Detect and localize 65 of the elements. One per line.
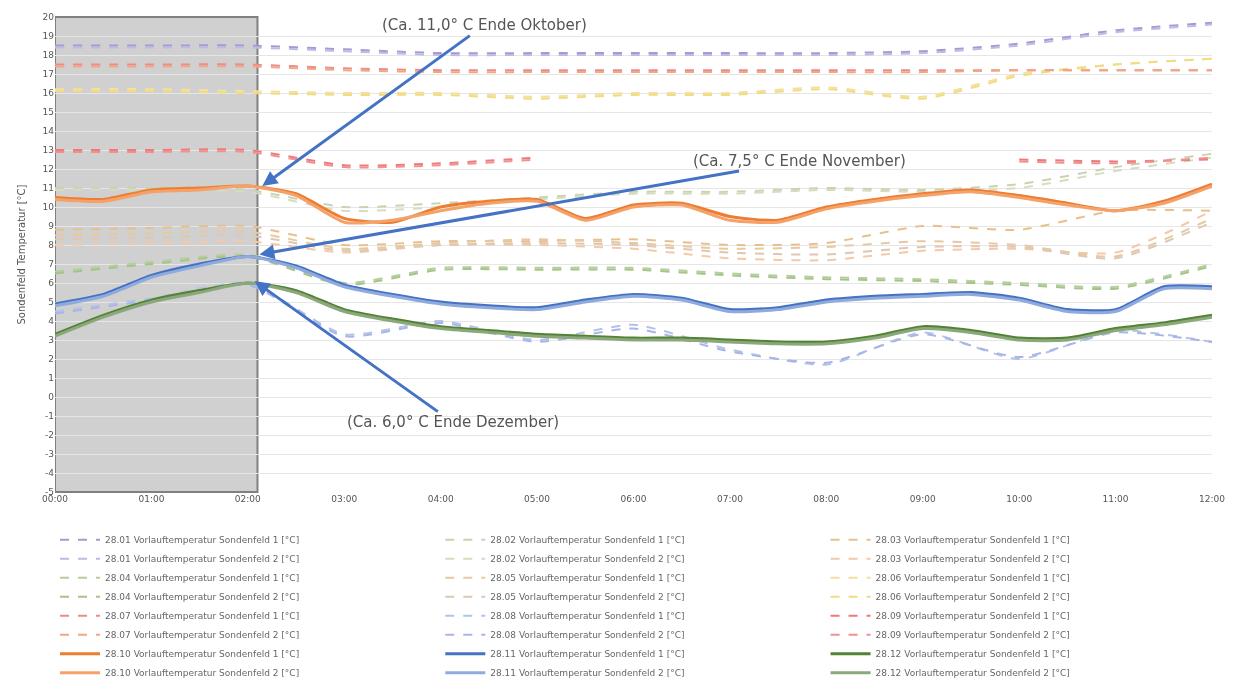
legend-label: 28.12 Vorlauftemperatur Sondenfeld 2 [°C] xyxy=(875,668,1070,679)
y-tick-label: -1 xyxy=(45,411,54,422)
y-tick-label: 7 xyxy=(48,259,54,270)
legend-label: 28.05 Vorlauftemperatur Sondenfeld 1 [°C] xyxy=(490,573,685,584)
legend-label: 28.06 Vorlauftemperatur Sondenfeld 2 [°C] xyxy=(875,592,1070,603)
legend-label: 28.02 Vorlauftemperatur Sondenfeld 1 [°C] xyxy=(490,535,685,546)
y-axis-title: Sondenfeld Temperatur [°C] xyxy=(15,184,27,325)
legend-label: 28.07 Vorlauftemperatur Sondenfeld 2 [°C] xyxy=(105,630,300,641)
legend-label: 28.04 Vorlauftemperatur Sondenfeld 1 [°C] xyxy=(105,573,300,584)
legend-label: 28.09 Vorlauftemperatur Sondenfeld 2 [°C] xyxy=(875,630,1070,641)
x-tick-label: 07:00 xyxy=(716,494,744,504)
legend-label: 28.03 Vorlauftemperatur Sondenfeld 2 [°C] xyxy=(875,554,1070,565)
x-tick-label: 09:00 xyxy=(909,494,936,504)
annotation: (Ca. 6,0° C Ende Dezember) xyxy=(347,413,560,431)
legend-label: 28.02 Vorlauftemperatur Sondenfeld 2 [°C] xyxy=(490,554,685,565)
annotation: (Ca. 7,5° C Ende November) xyxy=(693,152,906,170)
y-tick-label: 17 xyxy=(42,69,54,80)
y-tick-label: 8 xyxy=(48,240,55,251)
legend-label: 28.10 Vorlauftemperatur Sondenfeld 2 [°C] xyxy=(105,668,300,679)
x-tick-label: 03:00 xyxy=(331,494,358,504)
legend-label: 28.06 Vorlauftemperatur Sondenfeld 1 [°C] xyxy=(875,573,1070,584)
legend-label: 28.08 Vorlauftemperatur Sondenfeld 2 [°C] xyxy=(490,630,685,641)
x-tick-label: 01:00 xyxy=(138,494,165,504)
y-tick-label: 0 xyxy=(48,392,55,403)
x-tick-label: 06:00 xyxy=(620,494,647,504)
y-tick-label: 6 xyxy=(48,278,55,289)
y-tick-label: -3 xyxy=(45,449,54,460)
x-tick-label: 02:00 xyxy=(234,494,262,504)
annotation: (Ca. 11,0° C Ende Oktober) xyxy=(382,16,587,34)
y-tick-label: -2 xyxy=(45,430,54,441)
y-tick-label: -4 xyxy=(45,468,55,479)
x-tick-label: 12:00 xyxy=(1199,494,1226,504)
x-tick-label: 04:00 xyxy=(427,494,454,504)
legend-label: 28.05 Vorlauftemperatur Sondenfeld 2 [°C] xyxy=(490,592,685,603)
y-tick-label: 2 xyxy=(48,354,54,365)
y-tick-label: 4 xyxy=(48,316,55,327)
y-tick-label: 3 xyxy=(48,335,54,346)
legend-label: 28.01 Vorlauftemperatur Sondenfeld 2 [°C] xyxy=(105,554,300,565)
legend-label: 28.07 Vorlauftemperatur Sondenfeld 1 [°C] xyxy=(105,611,300,622)
legend-label: 28.08 Vorlauftemperatur Sondenfeld 1 [°C] xyxy=(490,611,685,622)
legend-label: 28.04 Vorlauftemperatur Sondenfeld 2 [°C] xyxy=(105,592,300,603)
legend-label: 28.11 Vorlauftemperatur Sondenfeld 2 [°C] xyxy=(490,668,685,679)
x-tick-label: 11:00 xyxy=(1102,494,1129,504)
y-tick-label: 10 xyxy=(42,202,55,213)
y-tick-label: 13 xyxy=(42,145,54,156)
x-tick-label: 10:00 xyxy=(1006,494,1033,504)
legend-label: 28.10 Vorlauftemperatur Sondenfeld 1 [°C] xyxy=(105,649,300,660)
y-tick-label: 12 xyxy=(42,164,54,175)
legend-label: 28.03 Vorlauftemperatur Sondenfeld 1 [°C] xyxy=(875,535,1070,546)
y-tick-label: 14 xyxy=(42,126,55,137)
y-tick-label: 20 xyxy=(42,12,55,23)
y-tick-label: 15 xyxy=(42,107,54,118)
y-tick-label: 5 xyxy=(48,297,54,308)
legend-label: 28.09 Vorlauftemperatur Sondenfeld 1 [°C] xyxy=(875,611,1070,622)
y-tick-label: 19 xyxy=(42,31,55,42)
y-tick-label: 16 xyxy=(42,88,55,99)
x-tick-label: 05:00 xyxy=(524,494,551,504)
x-tick-label: 08:00 xyxy=(813,494,840,504)
legend-label: 28.12 Vorlauftemperatur Sondenfeld 1 [°C] xyxy=(875,649,1070,660)
y-tick-label: 1 xyxy=(48,373,54,384)
y-tick-label: 11 xyxy=(42,183,54,194)
y-tick-label: 18 xyxy=(42,50,55,61)
y-tick-label: 9 xyxy=(48,221,55,232)
legend-label: 28.01 Vorlauftemperatur Sondenfeld 1 [°C] xyxy=(105,535,300,546)
legend-label: 28.11 Vorlauftemperatur Sondenfeld 1 [°C] xyxy=(490,649,685,660)
